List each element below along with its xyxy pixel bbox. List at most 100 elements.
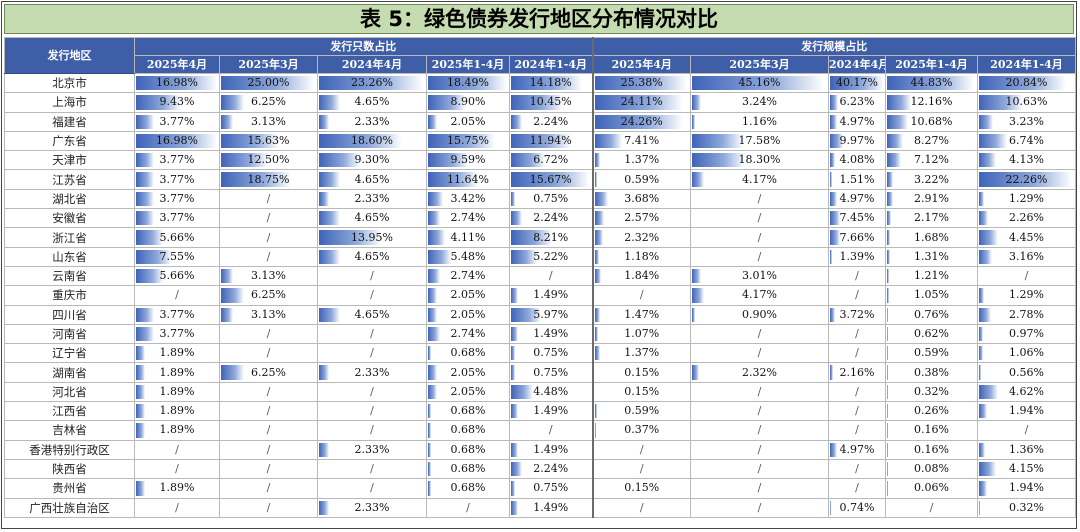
empty-cell: / [977,265,1076,287]
scale-share-cell: 40.17% [828,72,886,94]
share-value: 14.18% [529,76,572,90]
count-share-cell: 0.68% [426,343,510,364]
data-bar [136,153,154,168]
empty-cell: / [690,381,829,403]
share-value: 13.95% [351,230,393,244]
data-bar [692,307,695,322]
count-share-cell: 2.05% [426,111,510,132]
data-bar [136,249,172,264]
scale-share-cell: 0.32% [977,497,1076,518]
scale-share-cell: 2.17% [885,208,978,229]
scale-share-cell: 0.37% [591,420,691,441]
share-value: 2.33% [354,442,390,456]
share-value: 2.57% [624,211,660,225]
share-value: 5.66% [159,230,195,244]
count-share-cell: 3.13% [219,304,318,325]
count-share-cell: 1.49% [509,401,593,422]
scale-share-cell: 0.32% [885,381,978,403]
data-bar [887,249,890,264]
scale-share-cell: 1.37% [591,150,691,171]
share-value: 5.48% [450,249,486,263]
data-bar [136,326,154,342]
count-share-cell: 0.75% [509,343,593,364]
empty-cell: / [690,227,829,248]
share-value: 6.72% [533,153,569,167]
scale-share-cell: 8.27% [885,130,978,152]
data-bar [136,211,154,226]
data-bar [830,133,844,149]
empty-cell: / [219,439,318,460]
scale-share-cell: 1.39% [828,246,886,267]
share-value: 1.89% [159,404,195,418]
share-value: 15.63% [247,134,290,148]
data-bar [594,404,597,419]
data-bar [594,268,602,284]
share-value: 1.49% [533,327,569,340]
data-bar [692,172,705,187]
empty-cell: / [219,246,318,267]
table-row: 江西省 1.89% //0.68% 1.49% 0.59% //0.26% 1.94% [4,401,1076,422]
count-share-cell: 2.24% [509,458,593,480]
data-bar [511,249,538,264]
count-share-cell: 0.75% [509,188,593,210]
share-value: 3.42% [450,191,486,205]
share-value: 1.89% [159,384,195,398]
count-share-cell: 8.21% [509,227,593,248]
data-bar [979,481,988,496]
scale-share-cell: 2.26% [977,208,1076,229]
data-bar [319,442,330,457]
data-bar [594,211,604,226]
data-bar [887,95,911,110]
share-value: 10.63% [1005,95,1048,109]
data-bar [594,384,596,400]
data-bar [887,230,891,245]
share-value: 0.68% [450,404,486,418]
header-period: 2025年3月 [219,55,318,74]
share-value: 9.59% [450,153,486,167]
empty-cell: / [219,188,318,210]
scale-share-cell: 4.45% [977,227,1076,248]
data-bar [221,288,245,303]
data-bar [979,288,985,303]
share-value: 2.33% [354,191,390,205]
region-cell: 江苏省 [4,169,135,190]
header-period: 2024年4月 [317,55,427,74]
share-value: 0.74% [839,500,875,514]
empty-cell: / [219,381,318,403]
data-bar [511,153,545,168]
share-value: 2.32% [624,230,660,244]
data-bar [979,191,985,207]
share-value: 0.16% [914,423,949,437]
data-bar [221,114,233,129]
data-bar [511,133,571,149]
data-bar [136,268,163,284]
empty-cell: / [134,439,220,460]
share-value: 4.15% [1009,462,1044,476]
share-value: 0.32% [914,384,949,398]
data-bar [136,346,145,361]
data-bar [830,153,836,168]
scale-share-cell: 1.84% [591,265,691,287]
share-value: 6.74% [1009,134,1044,148]
scale-share-cell: 0.15% [591,362,691,383]
empty-cell: / [219,478,318,499]
header-period: 2025年4月 [134,55,220,74]
data-bar [428,404,431,419]
table-row: 河南省 3.77% //2.74% 1.49% 1.07% //0.62% 0.97% [4,323,1076,345]
count-share-cell: 23.26% [317,72,427,94]
share-value: 6.25% [251,288,286,302]
scale-share-cell: 0.97% [977,323,1076,345]
share-value: 4.65% [354,249,390,263]
data-bar [136,191,154,207]
data-bar [221,76,315,91]
share-value: 6.25% [251,95,286,109]
share-value: 0.15% [624,365,660,379]
share-value: 3.22% [914,172,949,186]
table-row: 山东省 7.55% / 4.65% 5.48% 5.22% 1.18% / 1.39% 1.31%… [4,246,1076,267]
share-value: 2.78% [1009,307,1044,321]
count-share-cell: 1.89% [134,478,220,499]
data-bar [511,442,519,457]
empty-cell: / [134,285,220,306]
count-share-cell: 3.13% [219,265,318,287]
data-bar [692,153,746,168]
